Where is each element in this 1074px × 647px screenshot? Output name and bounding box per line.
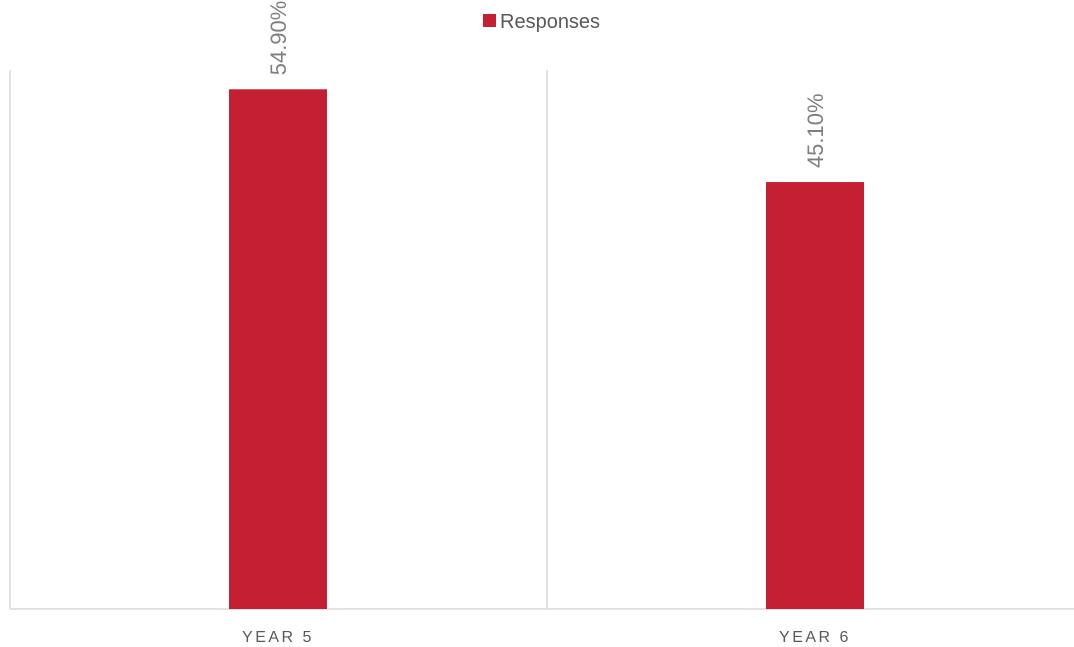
bar-year-6: [766, 182, 864, 609]
legend: Responses: [483, 11, 600, 33]
legend-swatch: [483, 14, 496, 27]
plot-area: 54.90% 45.10% YEAR 5 YEAR 6: [9, 1, 1074, 646]
data-label-year-5: 54.90%: [266, 1, 291, 76]
legend-label: Responses: [500, 11, 600, 33]
x-tick-label-year-5: YEAR 5: [242, 629, 314, 646]
bars-group: [229, 89, 864, 609]
data-label-year-6: 45.10%: [803, 93, 828, 168]
x-tick-label-year-6: YEAR 6: [779, 629, 851, 646]
bar-year-5: [229, 89, 327, 609]
data-labels-group: 54.90% 45.10%: [266, 1, 828, 168]
x-tick-labels: YEAR 5 YEAR 6: [242, 629, 851, 646]
